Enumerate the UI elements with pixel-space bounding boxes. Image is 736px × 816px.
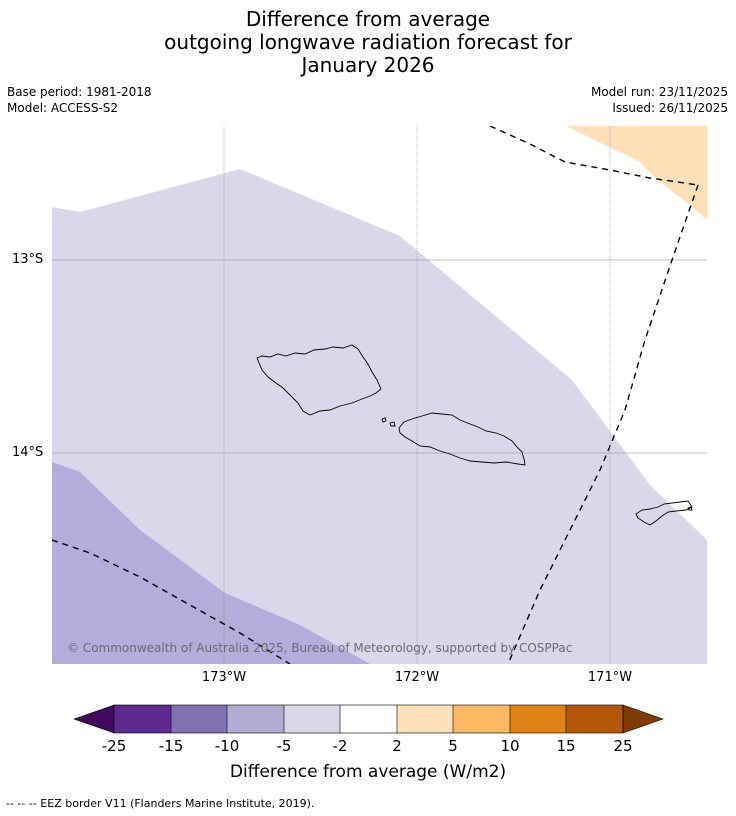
colorbar-dividers	[113, 704, 624, 734]
anomaly-region-mid-purple	[52, 462, 370, 664]
issued-date: Issued: 26/11/2025	[612, 101, 728, 115]
island-upolu	[398, 412, 526, 466]
anomaly-region-light-orange	[566, 126, 707, 220]
colorbar-extend-high	[622, 704, 664, 734]
island-apolima	[381, 417, 387, 423]
map-area	[52, 126, 707, 664]
lon-label-173w: 173°W	[201, 670, 247, 685]
colorbar-tick: 15	[556, 737, 576, 755]
colorbar-segment-7	[453, 705, 510, 733]
island-manono	[389, 421, 396, 427]
colorbar-tick: -15	[158, 737, 184, 755]
island-tutuila	[635, 500, 693, 526]
title-line-3: January 2026	[301, 53, 435, 77]
eez-border-southwest	[52, 539, 291, 664]
colorbar-tick: -5	[276, 737, 292, 755]
chart-title: Difference from average outgoing longwav…	[0, 8, 736, 77]
colorbar-tick: -2	[332, 737, 348, 755]
lat-label-14s: 14°S	[12, 445, 44, 460]
colorbar-tick: -25	[101, 737, 127, 755]
colorbar-extend-low	[73, 704, 115, 734]
colorbar-tick: -10	[214, 737, 240, 755]
anomaly-region-light-purple	[52, 169, 707, 664]
colorbar-segment-1	[114, 705, 171, 733]
eez-footnote: -- -- -- EEZ border V11 (Flanders Marine…	[6, 797, 315, 810]
lon-label-171w: 171°W	[587, 670, 633, 685]
colorbar-tick: 5	[448, 737, 458, 755]
colorbar-segment-5	[340, 705, 397, 733]
colorbar-segment-8	[510, 705, 566, 733]
colorbar-segment-2	[171, 705, 227, 733]
lat-label-13s: 13°S	[12, 252, 44, 267]
title-line-2: outgoing longwave radiation forecast for	[164, 30, 572, 54]
colorbar-tick: 25	[613, 737, 633, 755]
copyright-notice: © Commonwealth of Australia 2025, Bureau…	[67, 641, 573, 655]
lon-label-172w: 172°W	[394, 670, 440, 685]
colorbar-segment-3	[227, 705, 284, 733]
colorbar-label: Difference from average (W/m2)	[229, 762, 507, 782]
base-period: Base period: 1981-2018	[7, 85, 152, 99]
meta-left: Base period: 1981-2018 Model: ACCESS-S2	[7, 84, 152, 116]
model-run: Model run: 23/11/2025	[590, 85, 728, 99]
eez-borders	[52, 126, 699, 664]
island-savaii	[256, 344, 382, 416]
island-aunuu	[687, 506, 693, 511]
colorbar-tick: 10	[500, 737, 520, 755]
gridlines	[52, 126, 707, 664]
model-name: Model: ACCESS-S2	[7, 101, 119, 115]
colorbar	[73, 704, 664, 734]
colorbar-segment-4	[284, 705, 340, 733]
eez-border-north	[489, 126, 699, 186]
colorbar-segment-6	[397, 705, 453, 733]
colorbar-segment-9	[566, 705, 623, 733]
meta-right: Model run: 23/11/2025 Issued: 26/11/2025	[591, 84, 728, 116]
eez-border-east	[507, 184, 699, 664]
title-line-1: Difference from average	[245, 7, 491, 31]
colorbar-tick: 2	[392, 737, 402, 755]
